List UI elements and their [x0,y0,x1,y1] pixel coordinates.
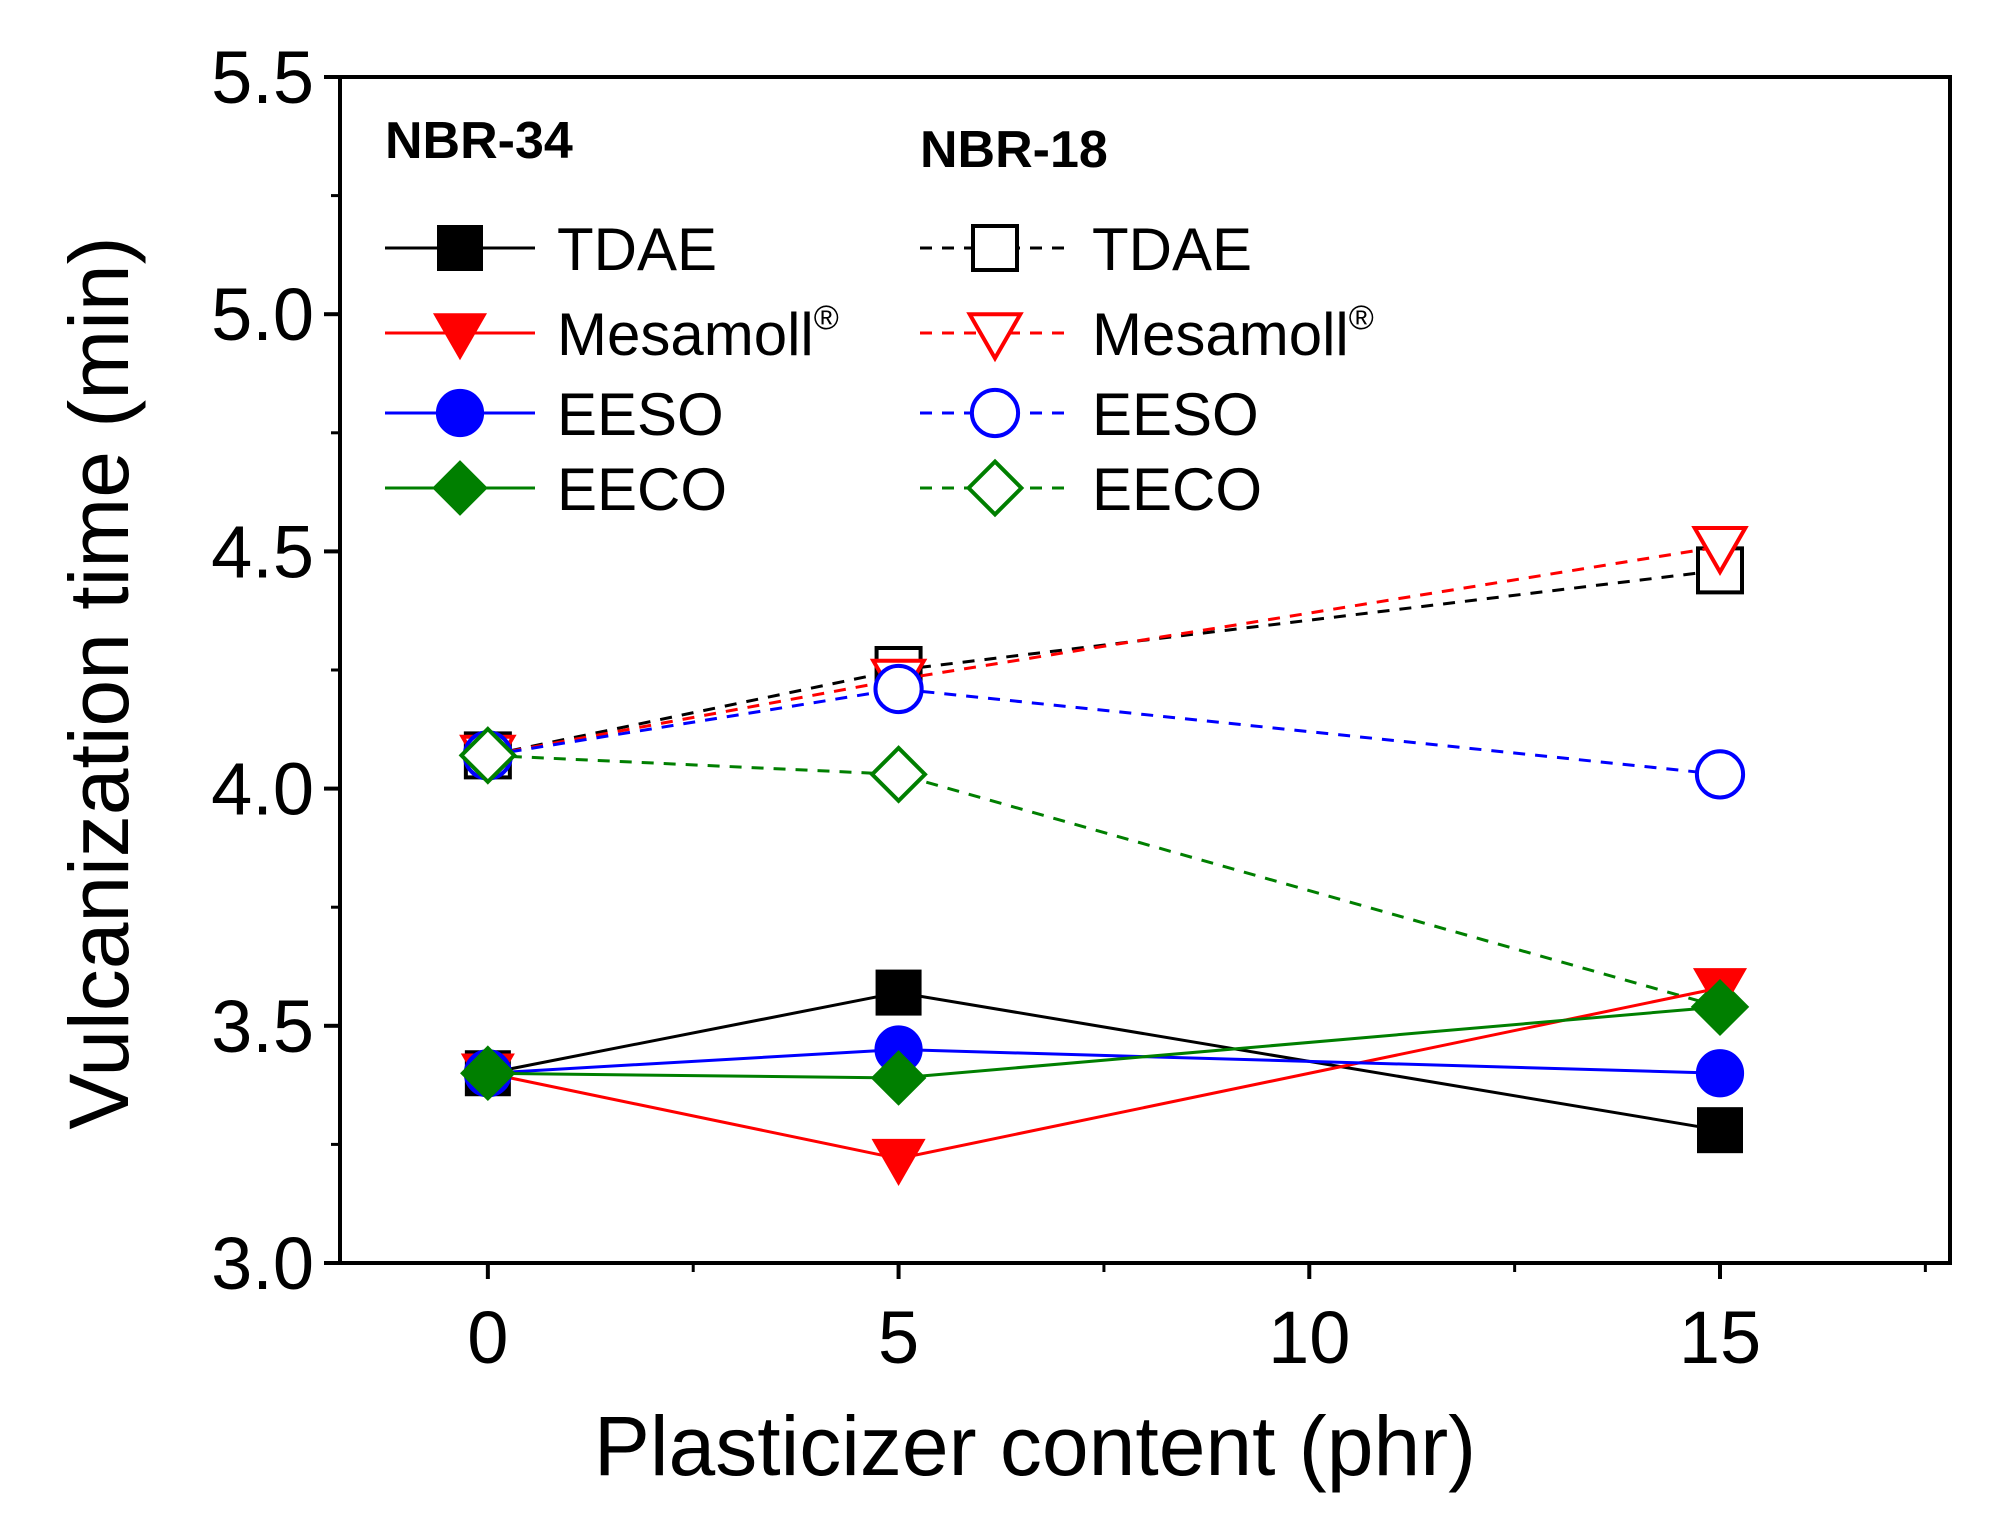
x-tick-label: 0 [467,1296,508,1379]
legend-marker [971,224,1019,272]
data-point [873,663,924,715]
y-tick-label: 4.5 [211,510,314,593]
legend-label: EECO [1092,456,1262,523]
data-point [875,969,922,1016]
legend-label: TDAE [557,216,717,283]
legend-marker [437,225,483,271]
series-line [487,545,1721,757]
y-tick-label: 5.5 [211,36,314,119]
legend-marker [965,458,1025,518]
legend-marker [432,313,488,361]
data-point [1694,749,1746,800]
series-line [487,687,1721,776]
legend-label: Mesamoll® [1092,299,1374,368]
series-nbr-18-eeso [462,663,1746,800]
legend-label: EESO [557,381,724,448]
data-point [458,726,518,785]
data-point [869,745,928,804]
data-point [870,1050,927,1106]
data-point [1691,525,1749,576]
y-tick-label: 3.0 [211,1222,314,1305]
plot-series [458,525,1750,1186]
legend-label: EESO [1092,381,1259,448]
series-nbr-18-mesamoll [459,525,1749,785]
data-point [1695,1049,1745,1098]
legend-group-title: NBR-34 [385,112,573,170]
series-line [487,753,1721,1009]
legend-group-nbr-34: NBR-34 TDAE Mesamoll® EESO EECO [385,112,839,523]
legend-marker [432,460,488,516]
series-line [487,568,1721,757]
axes: 0 5 10 15 3.0 3.5 4.0 4.5 5.0 5.5 [211,36,1952,1379]
series-nbr-18-tdae [463,546,1744,780]
y-tick-label: 3.5 [211,985,314,1068]
legend-group-nbr-18: NBR-18 TDAE Mesamoll® EESO EECO [920,121,1374,523]
legend-marker [966,312,1024,363]
legend-label: TDAE [1092,216,1252,283]
y-tick-label: 5.0 [211,273,314,356]
legend-group-title: NBR-18 [920,121,1108,179]
series-nbr-34-eeco [460,979,1748,1106]
series-line [487,986,1721,1161]
legend-label-sup: ® [814,299,839,337]
legend-marker [435,388,485,438]
data-point [1692,979,1748,1035]
legend: NBR-34 TDAE Mesamoll® EESO EECO NBR-18 TDAE Mes… [385,112,1374,523]
x-tick-label: 10 [1268,1296,1350,1379]
legend-label: EECO [557,456,727,523]
data-point [1697,1107,1743,1154]
data-point [460,1045,516,1102]
data-point [871,1138,926,1186]
legend-marker [969,387,1021,439]
x-tick-label: 5 [878,1296,919,1379]
legend-label-sup: ® [1349,299,1374,337]
y-tick-label: 4.0 [211,748,314,831]
y-axis-title: Vulcanization time (min) [52,236,146,1129]
x-tick-label: 15 [1679,1296,1761,1379]
series-nbr-18-eeco [458,726,1750,1037]
legend-label: Mesamoll® [557,299,839,368]
x-axis-title: Plasticizer content (phr) [594,1399,1476,1493]
